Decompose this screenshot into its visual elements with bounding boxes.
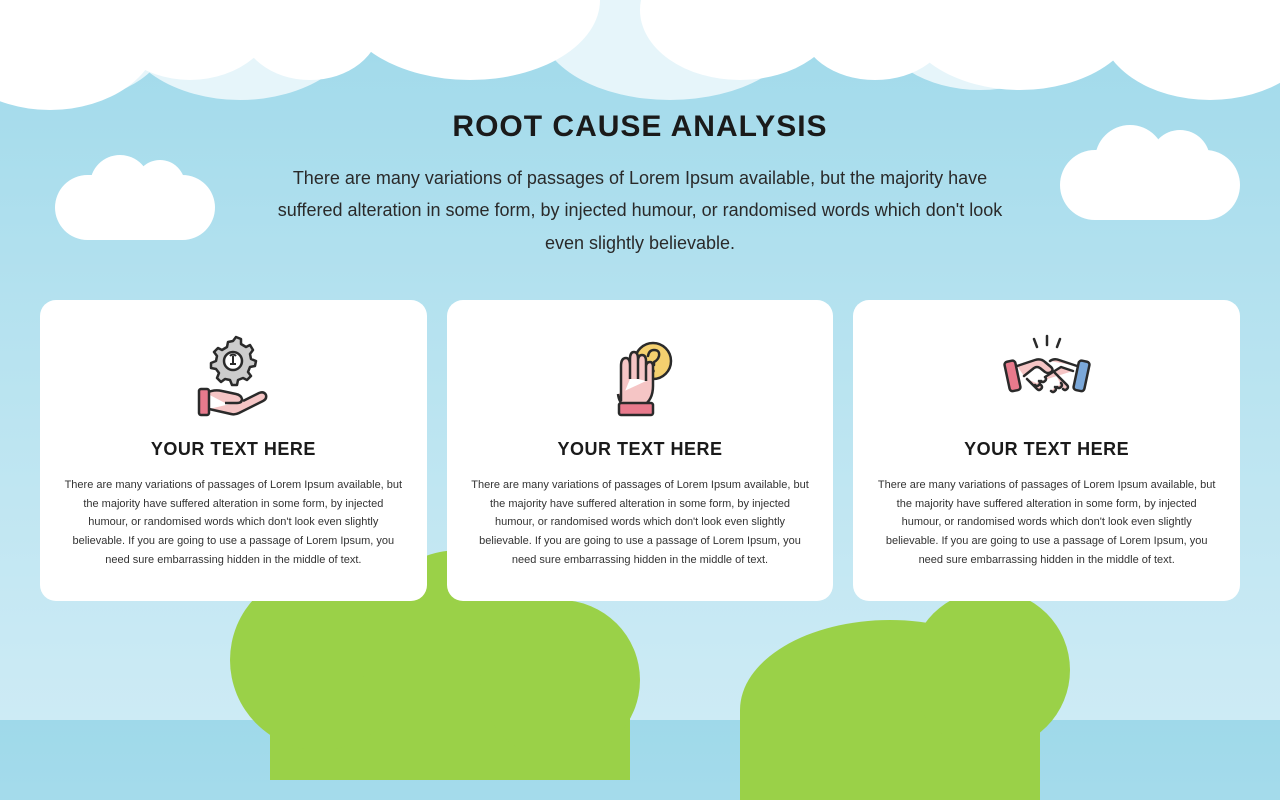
card-1-desc: There are many variations of passages of… [64, 476, 403, 569]
cards-row: YOUR TEXT HERE There are many variations… [40, 300, 1240, 601]
card-2: YOUR TEXT HERE There are many variations… [447, 300, 834, 601]
card-3-title: YOUR TEXT HERE [877, 439, 1216, 460]
page-subtitle: There are many variations of passages of… [265, 162, 1015, 259]
card-2-desc: There are many variations of passages of… [471, 476, 810, 569]
card-3-desc: There are many variations of passages of… [877, 476, 1216, 569]
bush-left-extra [480, 600, 640, 760]
card-1-title: YOUR TEXT HERE [64, 439, 403, 460]
handshake-icon [877, 328, 1216, 423]
card-1: YOUR TEXT HERE There are many variations… [40, 300, 427, 601]
page-title: ROOT CAUSE ANALYSIS [0, 110, 1280, 144]
hand-question-icon [471, 328, 810, 423]
bush-right [740, 620, 1040, 800]
gear-hand-icon [64, 328, 403, 423]
header: ROOT CAUSE ANALYSIS There are many varia… [0, 110, 1280, 259]
card-2-title: YOUR TEXT HERE [471, 439, 810, 460]
card-3: YOUR TEXT HERE There are many variations… [853, 300, 1240, 601]
